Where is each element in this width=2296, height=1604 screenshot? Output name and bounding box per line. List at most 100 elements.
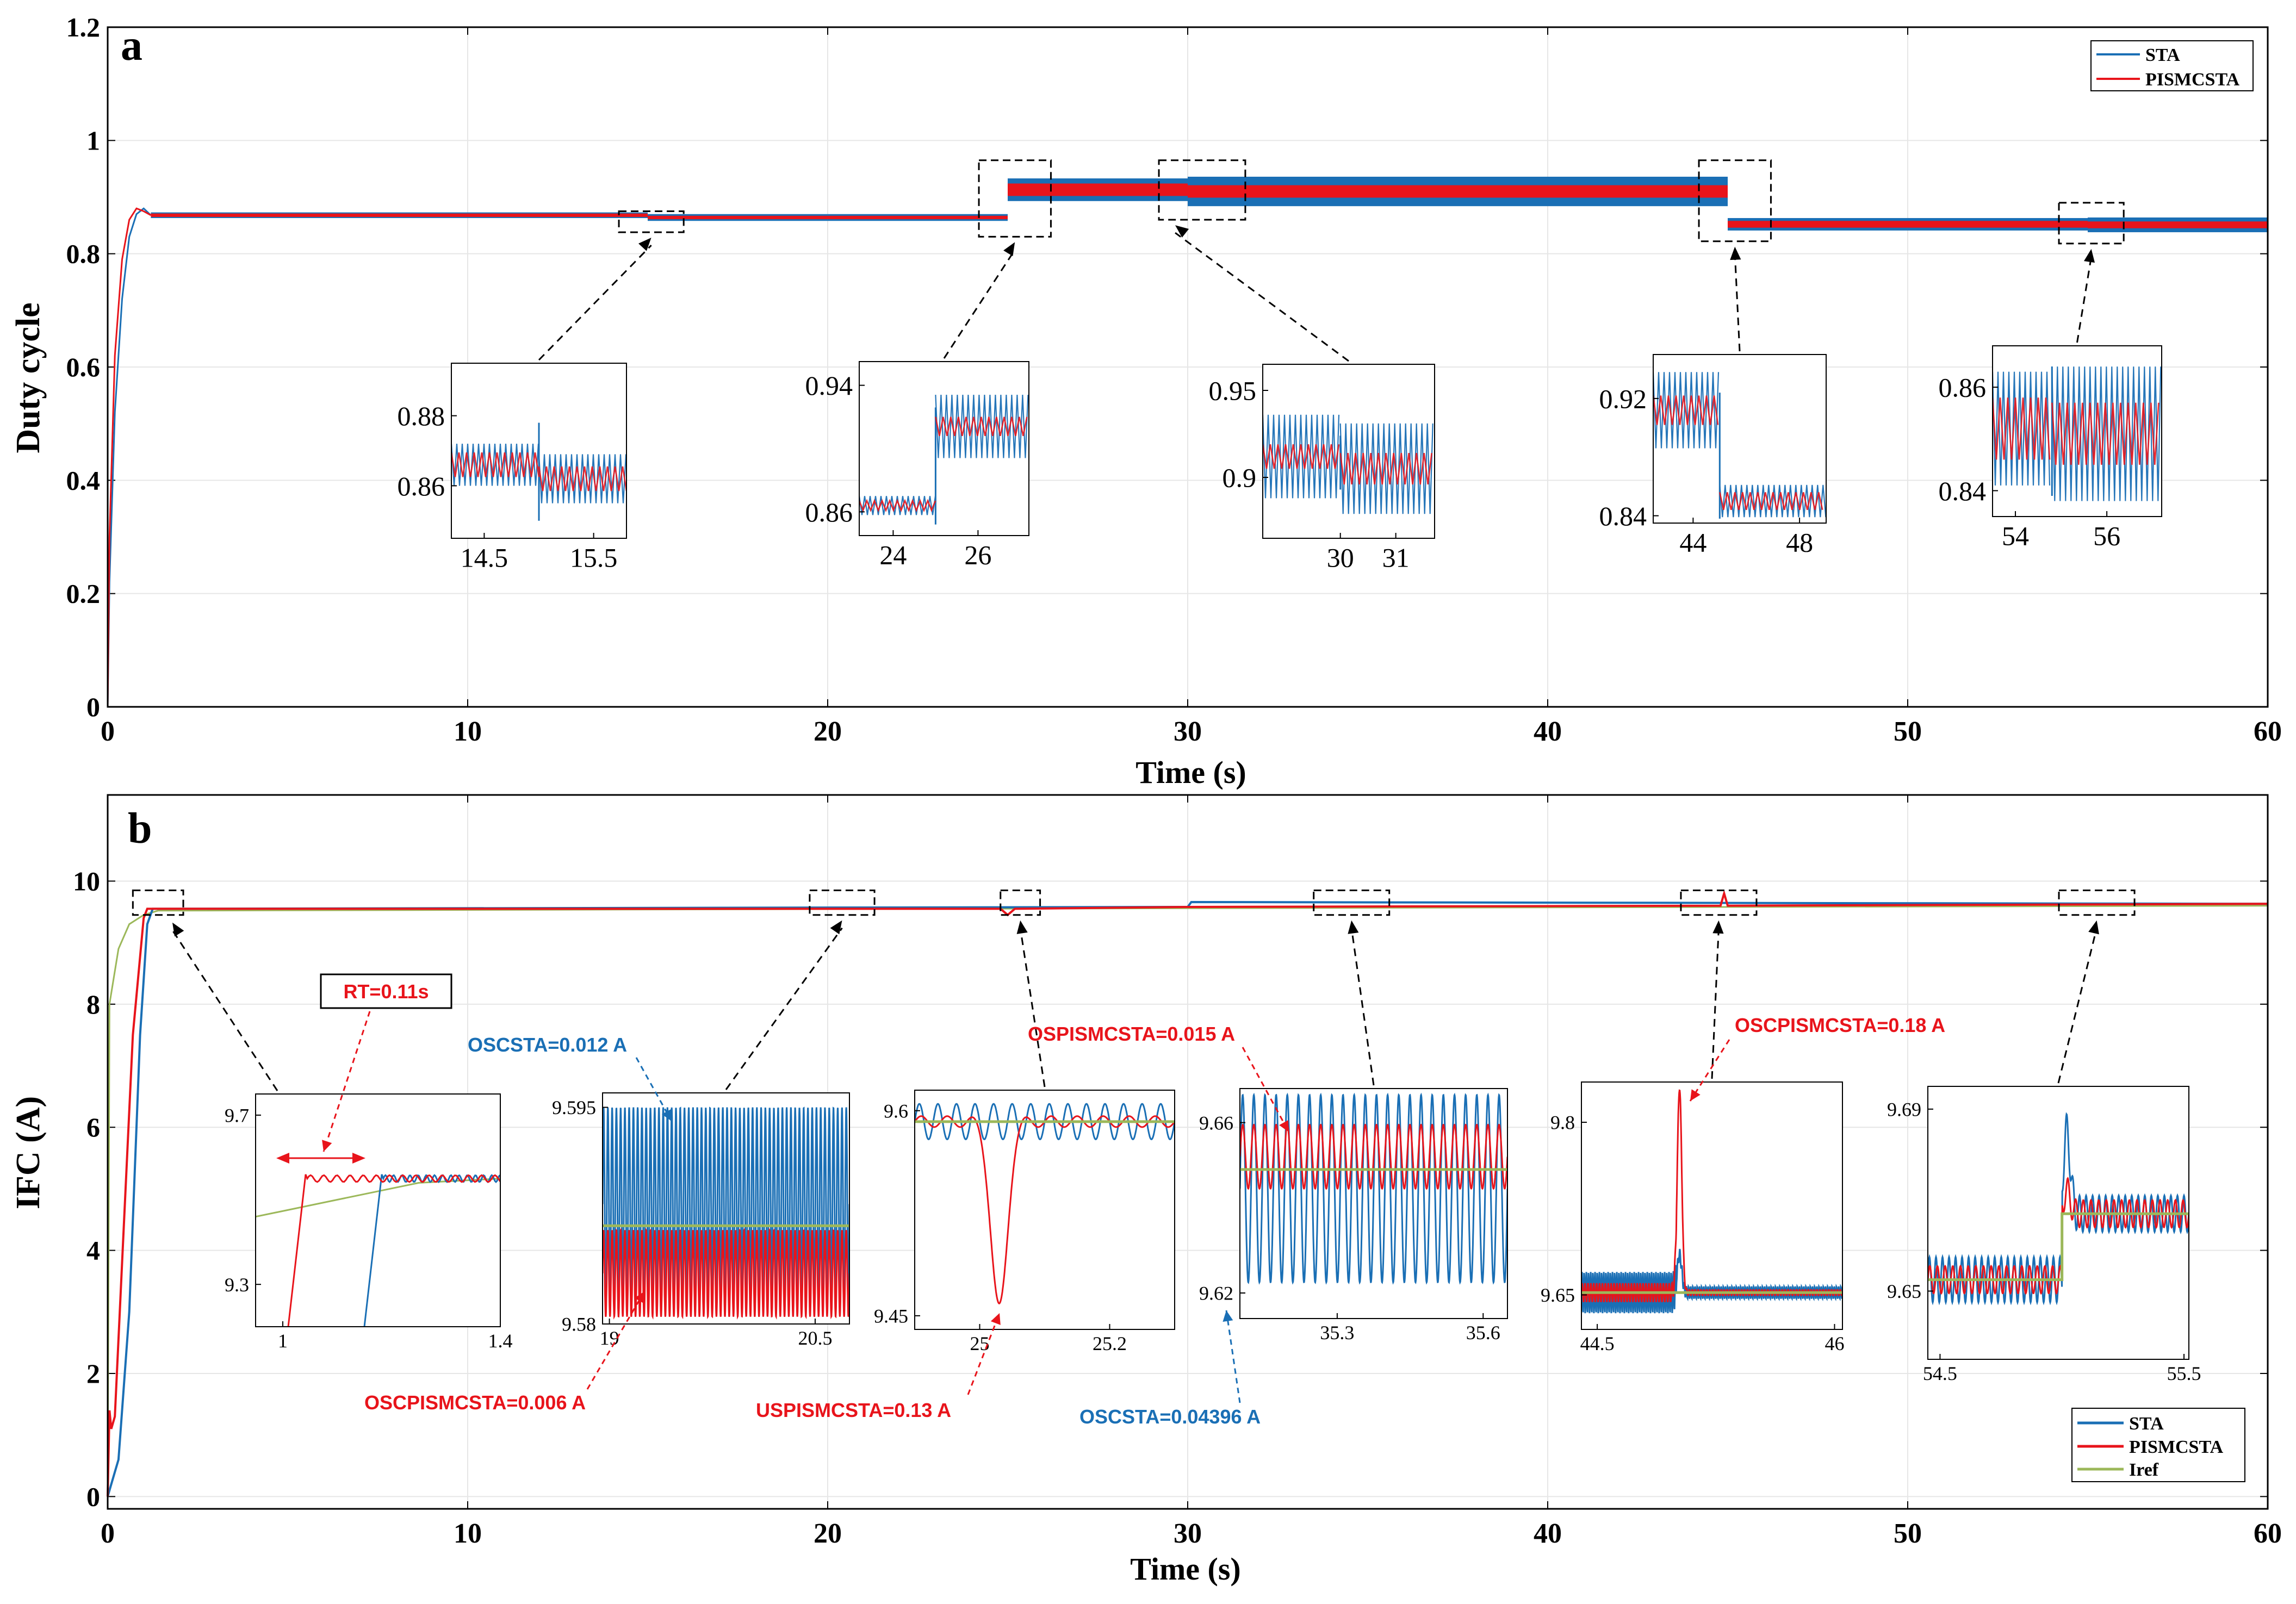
- legend-b-sta-label: STA: [2129, 1414, 2164, 1434]
- b-xtick-label: 20: [814, 1518, 842, 1549]
- rt-arrow-line: [322, 1011, 371, 1152]
- b-zoom-box: [809, 889, 876, 916]
- b-inset-4-xtick-label: 35.6: [1466, 1322, 1500, 1344]
- b-inset-2-xtick-label: 20.5: [798, 1327, 832, 1349]
- a-pismcsta-band: [1188, 185, 1728, 198]
- b-zoom-box: [132, 889, 184, 916]
- b-zoom-connector: [2057, 928, 2098, 1084]
- a-zoom-box: [2058, 202, 2125, 245]
- a-xtick-label: 60: [2254, 716, 2282, 747]
- a-zoom-box: [618, 210, 685, 233]
- b-inset-5-frame: [1581, 1081, 1843, 1330]
- a-inset-1-traces: [451, 422, 626, 521]
- b-zoom-arrowhead: [1712, 920, 1724, 934]
- a-ytick-label: 0.8: [66, 239, 101, 269]
- b-inset-2-frame: [602, 1092, 850, 1325]
- a-pismcsta-band: [2088, 221, 2268, 228]
- a-zoom-arrowhead: [638, 238, 651, 251]
- b-inset-5: 44.5 46 9.65 9.8: [1541, 1081, 1844, 1354]
- b-sta-line: [107, 900, 2268, 1497]
- b-inset-1-ytick-label: 9.3: [225, 1274, 249, 1296]
- os-pismcsta-annotation: OSPISMCSTA=0.015 A: [1028, 1023, 1235, 1045]
- b-zoom-arrowhead: [1348, 920, 1359, 934]
- b-inset-4: 35.3 35.6 9.62 9.66: [1199, 1088, 1508, 1344]
- b-inset-4-xtick-label: 35.3: [1320, 1322, 1354, 1344]
- osc-pismcsta-2-arrow-line: [1689, 1039, 1730, 1102]
- a-xtick-label: 40: [1534, 716, 1562, 747]
- b-inset-6-xtick-label: 54.5: [1923, 1363, 1957, 1384]
- a-inset-4-bg: [1653, 355, 1826, 523]
- panel-b-label: b: [128, 805, 152, 853]
- a-inset-2-traces: [859, 395, 1029, 525]
- b-ytick-label: 6: [86, 1112, 100, 1142]
- a-sta-startup: [107, 207, 152, 707]
- a-pismcsta-band: [1728, 221, 2088, 228]
- a-pismcsta-startup: [107, 207, 152, 707]
- a-zoom-arrowhead: [1003, 242, 1015, 257]
- a-inset-1-frame: [451, 363, 627, 539]
- a-inset-5-frame: [1992, 345, 2162, 517]
- a-zoom-connector: [943, 249, 1016, 359]
- osc-pismcsta-1-arrow-head: [634, 1291, 644, 1303]
- a-inset-4-xtick-label: 48: [1786, 527, 1813, 558]
- a-inset-1-pismcsta-trace: [538, 466, 626, 492]
- panel-b-ylabel: IFC (A): [10, 1096, 47, 1209]
- a-inset-4-pismcsta-trace: [1719, 492, 1823, 510]
- a-inset-4-traces: [1653, 372, 1826, 519]
- rt-span-head-right: [352, 1153, 365, 1164]
- b-ytick-label: 0: [86, 1481, 100, 1512]
- a-zoom-box: [1158, 159, 1246, 221]
- b-inset-3-ytick-label: 9.6: [884, 1100, 908, 1122]
- b-iref-line: [107, 905, 2268, 1497]
- b-inset-6-ytick-label: 9.65: [1887, 1280, 1921, 1302]
- b-frame: [107, 794, 2269, 1510]
- a-inset-2-ytick-label: 0.86: [805, 497, 853, 527]
- b-zoom-arrowhead: [172, 922, 184, 937]
- rt-annotation-box: [320, 973, 452, 1009]
- a-inset-3-pismcsta-trace: [1339, 453, 1432, 484]
- rt-annotation: RT=0.11s: [343, 980, 429, 1003]
- b-inset-2-traces: [603, 1106, 849, 1320]
- b-inset-4-ytick-label: 9.66: [1199, 1112, 1233, 1134]
- a-inset-4-ytick-label: 0.92: [1599, 383, 1647, 414]
- a-inset-2-pismcsta-trace: [859, 499, 936, 513]
- b-xtick-label: 40: [1534, 1518, 1562, 1549]
- a-zoom-connector: [1175, 232, 1349, 362]
- b-inset-6-iref-trace: [1928, 1212, 2189, 1282]
- osc-sta-annotation-1: OSCSTA=0.012 A: [468, 1034, 627, 1056]
- b-inset-3-bg: [915, 1090, 1175, 1329]
- a-inset-3-frame: [1262, 364, 1435, 539]
- b-inset-4-frame: [1239, 1088, 1508, 1319]
- b-inset-1-xtick-label: 1.4: [488, 1330, 513, 1352]
- a-inset-2-xtick-label: 26: [964, 540, 991, 570]
- b-inset-6-xtick-label: 55.5: [2167, 1363, 2201, 1384]
- b-ytick-label: 8: [86, 989, 100, 1019]
- a-inset-2-xtick-label: 24: [879, 540, 907, 570]
- us-pismcsta-arrow-line: [967, 1313, 1001, 1395]
- b-zoom-arrowhead: [2088, 920, 2099, 935]
- a-inset-3-pismcsta-trace: [1263, 444, 1340, 469]
- a-inset-1-xtick-label: 14.5: [461, 543, 508, 573]
- a-zoom-box: [1698, 159, 1772, 243]
- b-zoom-connector: [1350, 928, 1375, 1086]
- b-zoom-connector: [725, 927, 843, 1090]
- b-inset-3: 25 25.2 9.45 9.6: [874, 1090, 1175, 1354]
- a-inset-2-pismcsta-trace: [935, 416, 1028, 436]
- a-zoom-arrowhead: [1730, 246, 1741, 260]
- a-inset-3: 30 31 0.9 0.95: [1209, 364, 1435, 573]
- a-inset-5-xtick-label: 54: [2002, 521, 2029, 551]
- b-inset-5-xtick-label: 44.5: [1580, 1333, 1615, 1354]
- a-xtick-label: 0: [101, 716, 115, 747]
- b-inset-6-bg: [1928, 1086, 2189, 1359]
- rt-span-head-left: [276, 1153, 289, 1164]
- overlay: [276, 1011, 1730, 1403]
- osc-sta-1-arrow-head: [662, 1109, 672, 1121]
- b-inset-2-ytick-label: 9.595: [552, 1097, 596, 1118]
- a-inset-1-ytick-label: 0.86: [398, 471, 445, 501]
- a-pismcsta-band: [151, 213, 648, 217]
- a-inset-4-pismcsta-trace: [1653, 395, 1719, 425]
- a-inset-3-ytick-label: 0.9: [1223, 463, 1257, 493]
- osc-sta-1-arrow-line: [635, 1057, 673, 1122]
- a-xtick-label: 20: [814, 716, 842, 747]
